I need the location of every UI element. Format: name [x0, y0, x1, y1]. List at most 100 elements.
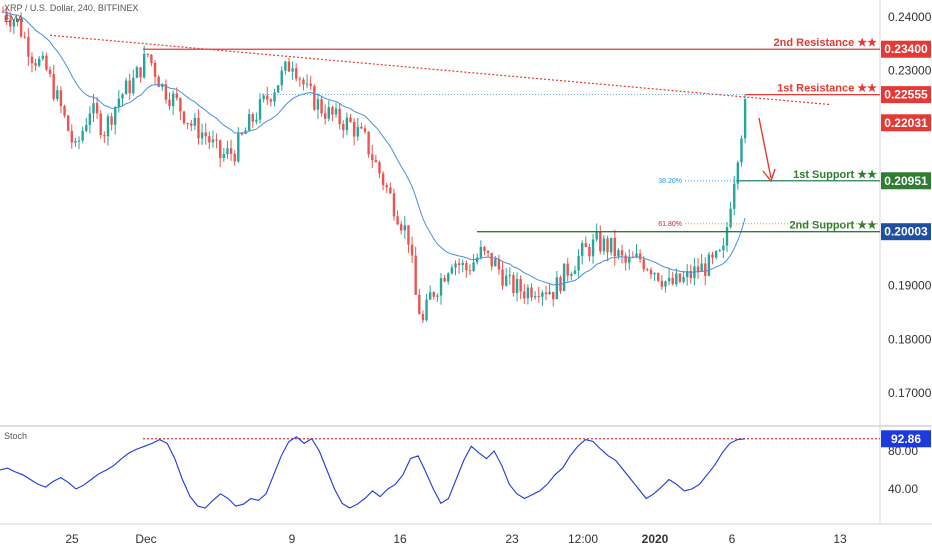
- candle-body: [305, 83, 309, 85]
- candle-body: [660, 280, 664, 287]
- candle-body: [432, 292, 435, 297]
- candle-body: [599, 232, 602, 252]
- candle-body: [74, 141, 77, 143]
- candle-body: [360, 126, 363, 129]
- candle-body: [396, 216, 399, 225]
- candle-body: [34, 63, 37, 66]
- candle-body: [504, 275, 508, 286]
- candle-body: [66, 115, 70, 131]
- candle-body: [624, 255, 627, 263]
- candle-body: [403, 225, 407, 231]
- candle-body: [722, 245, 725, 251]
- candle-body: [389, 187, 392, 194]
- candle-body: [667, 277, 671, 282]
- candle-body: [584, 243, 588, 247]
- candle-body: [443, 278, 446, 282]
- candle-body: [620, 250, 624, 256]
- candle-body: [468, 270, 472, 272]
- candle-body: [316, 99, 320, 110]
- candle-body: [501, 269, 504, 286]
- candle-body: [555, 277, 559, 300]
- candle-body: [139, 67, 142, 78]
- candle-body: [164, 84, 168, 100]
- stoch-title: Stoch: [4, 431, 27, 441]
- candle-body: [77, 140, 81, 142]
- stoch-pane-background: [0, 428, 880, 523]
- candle-body: [523, 291, 526, 299]
- candle-body: [135, 67, 139, 78]
- candle-body: [179, 98, 182, 112]
- candle-body: [552, 291, 555, 300]
- candle-body: [649, 269, 653, 275]
- candle-body: [479, 247, 483, 258]
- svg-text:0.22555: 0.22555: [884, 88, 928, 102]
- svg-text:0.20003: 0.20003: [884, 225, 928, 239]
- price-tick-label: 0.24000: [888, 10, 932, 24]
- stoch-value-tag: 92.86: [881, 430, 931, 448]
- candle-body: [457, 263, 461, 265]
- time-tick-label: 16: [393, 532, 407, 546]
- candle-body: [251, 114, 254, 122]
- candle-body: [371, 154, 374, 161]
- candle-body: [342, 124, 345, 131]
- price-tag-1st-support: 0.20951: [881, 172, 931, 190]
- candle-body: [588, 246, 591, 257]
- candle-body: [200, 132, 204, 139]
- candle-body: [548, 291, 551, 295]
- candle-body: [193, 117, 197, 126]
- candle-body: [559, 277, 562, 292]
- candle-body: [671, 277, 674, 285]
- time-tick-label: 25: [65, 532, 79, 546]
- candle-body: [291, 68, 294, 72]
- candle-body: [295, 68, 298, 79]
- candle-body: [59, 90, 63, 106]
- candle-body: [367, 131, 370, 155]
- candle-body: [233, 153, 236, 162]
- candle-body: [707, 254, 711, 276]
- svg-text:0.23400: 0.23400: [884, 42, 928, 56]
- time-tick-label: 13: [833, 532, 847, 546]
- candle-body: [103, 135, 106, 137]
- candle-body: [142, 53, 146, 78]
- stoch-axis: 80.00 40.00: [888, 444, 918, 496]
- candle-body: [12, 21, 16, 27]
- candle-body: [309, 83, 312, 87]
- candle-body: [490, 252, 493, 267]
- candle-body: [461, 262, 464, 265]
- candle-body: [410, 244, 414, 256]
- candle-body: [247, 114, 251, 131]
- candle-body: [602, 238, 606, 252]
- candle-body: [197, 117, 200, 139]
- candle-body: [45, 55, 48, 70]
- candle-body: [19, 18, 23, 37]
- candle-body: [269, 99, 273, 102]
- time-tick-label: 23: [505, 532, 519, 546]
- candle-body: [121, 94, 124, 99]
- fib-label-61: 61.80%: [658, 221, 682, 228]
- candle-body: [190, 123, 193, 126]
- candle-body: [146, 53, 149, 55]
- candle-body: [414, 255, 417, 295]
- descending-trendline: [49, 34, 831, 106]
- price-tick-label: 0.19000: [888, 279, 932, 293]
- candle-body: [714, 251, 718, 258]
- candle-body: [168, 99, 171, 106]
- candle-body: [280, 70, 283, 86]
- candle-body: [740, 138, 743, 163]
- candle-body: [110, 116, 113, 125]
- candle-body: [591, 239, 595, 257]
- candle-body: [56, 90, 59, 99]
- candle-body: [132, 77, 135, 94]
- main-pane-background: [0, 0, 880, 425]
- candle-body: [240, 133, 244, 135]
- svg-text:92.86: 92.86: [891, 432, 921, 446]
- candle-body: [70, 130, 73, 143]
- candle-body: [682, 277, 685, 282]
- ema-line: [2, 11, 746, 286]
- candle-body: [570, 274, 573, 276]
- candle-body: [182, 111, 186, 124]
- candle-body: [356, 126, 359, 137]
- candles-group: [1, 6, 747, 324]
- candle-body: [476, 257, 479, 263]
